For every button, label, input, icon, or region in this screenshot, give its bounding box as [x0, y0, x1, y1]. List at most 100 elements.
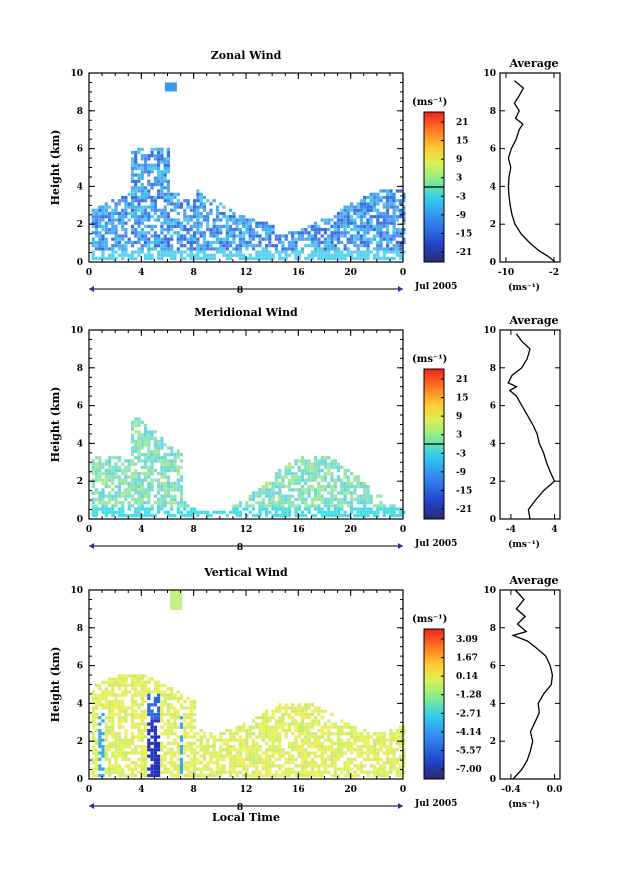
heatmap-cell — [268, 250, 272, 254]
heatmap-cell — [340, 504, 344, 508]
heatmap-cell — [189, 773, 193, 778]
heatmap-cell — [183, 234, 187, 238]
heatmap-cell — [94, 716, 99, 720]
heatmap-cell — [150, 513, 154, 518]
heatmap-cell — [199, 735, 203, 739]
heatmap-cell — [127, 690, 131, 694]
heatmap-cell — [153, 195, 157, 200]
heatmap-cell — [121, 748, 125, 752]
heatmap-cell — [317, 722, 321, 726]
heatmap-cell — [238, 218, 242, 222]
heatmap-cell — [157, 160, 161, 164]
heatmap-cell — [166, 481, 170, 485]
heatmap-cell — [153, 211, 157, 216]
heatmap-cell — [150, 163, 154, 167]
heatmap-cell — [199, 221, 203, 225]
heatmap-cell — [130, 488, 135, 492]
heatmap-cell — [163, 247, 167, 251]
heatmap-cell — [206, 256, 210, 261]
heatmap-cell — [363, 735, 367, 739]
heatmap-cell — [225, 770, 229, 774]
heatmap-cell — [202, 745, 206, 749]
heatmap-cell — [297, 256, 301, 261]
heatmap-cell — [134, 163, 138, 167]
heatmap-cell — [274, 247, 278, 251]
heatmap-cell — [284, 237, 288, 241]
heatmap-cell — [199, 231, 203, 235]
heatmap-cell — [140, 221, 144, 225]
heatmap-cell — [130, 478, 135, 482]
heatmap-cell — [130, 192, 135, 196]
heatmap-cell — [248, 494, 252, 498]
heatmap-cell — [193, 719, 197, 723]
heatmap-cell — [389, 767, 393, 771]
heatmap-cell — [163, 703, 167, 707]
heatmap-cell — [183, 211, 187, 216]
heatmap-cell — [140, 722, 144, 726]
heatmap-cell — [157, 173, 161, 177]
heatmap-cell — [183, 208, 187, 212]
heatmap-cell — [166, 166, 170, 171]
heatmap-cell — [137, 208, 141, 212]
heatmap-cell — [340, 507, 344, 511]
heatmap-cell — [229, 510, 233, 514]
heatmap-cell — [304, 244, 308, 248]
heatmap-cell — [160, 764, 164, 768]
heatmap-cell — [111, 770, 115, 774]
heatmap-cell — [117, 709, 121, 713]
heatmap-cell — [314, 247, 318, 251]
heatmap-cell — [294, 507, 298, 511]
heatmap-cell — [114, 231, 118, 235]
heatmap-cell — [157, 237, 161, 241]
heatmap-cell — [255, 773, 259, 778]
heatmap-cell — [170, 757, 174, 761]
heatmap-cell — [143, 754, 148, 758]
heatmap-cell — [163, 166, 167, 171]
heatmap-cell — [340, 770, 344, 774]
heatmap-cell — [278, 745, 282, 749]
heatmap-cell — [94, 722, 99, 726]
heatmap-cell — [265, 748, 269, 752]
heatmap-cell — [268, 719, 272, 723]
heatmap-cell — [304, 709, 308, 713]
heatmap-cell — [147, 754, 151, 758]
average-y-tick-label: 10 — [483, 69, 496, 79]
heatmap-cell — [265, 507, 269, 511]
heatmap-cell — [130, 494, 135, 498]
heatmap-cell — [320, 757, 324, 761]
heatmap-cell — [166, 224, 170, 228]
heatmap-cell — [183, 224, 187, 228]
heatmap-cell — [340, 485, 344, 489]
heatmap-cell — [320, 725, 324, 729]
heatmap-cell — [160, 228, 164, 232]
heatmap-cell — [124, 475, 128, 479]
heatmap-cell — [346, 761, 350, 765]
heatmap-cell — [392, 231, 396, 235]
heatmap-cell — [111, 247, 115, 251]
heatmap-cell — [261, 719, 265, 723]
heatmap-cell — [140, 192, 144, 196]
heatmap-cell — [330, 465, 334, 469]
heatmap-cell — [209, 244, 213, 248]
heatmap-cell — [111, 712, 115, 717]
heatmap-cell — [193, 211, 197, 216]
heatmap-cell — [382, 189, 386, 193]
heatmap-cell — [170, 202, 174, 206]
heatmap-cell — [121, 754, 125, 758]
heatmap-cell — [376, 215, 380, 219]
heatmap-cell — [350, 767, 354, 771]
heatmap-cell — [212, 738, 216, 742]
heatmap-cell — [392, 199, 396, 203]
heatmap-cell — [281, 234, 285, 238]
heatmap-cell — [369, 764, 373, 768]
heatmap-cell — [147, 163, 151, 167]
heatmap-cell — [372, 773, 377, 778]
heatmap-cell — [153, 728, 157, 733]
heatmap-cell — [323, 725, 327, 729]
heatmap-cell — [98, 218, 102, 222]
heatmap-cell — [111, 256, 115, 261]
heatmap-cell — [399, 738, 403, 742]
y-tick-label: 2 — [77, 220, 83, 230]
average-profile-line — [511, 589, 554, 780]
heatmap-cell — [287, 706, 292, 710]
